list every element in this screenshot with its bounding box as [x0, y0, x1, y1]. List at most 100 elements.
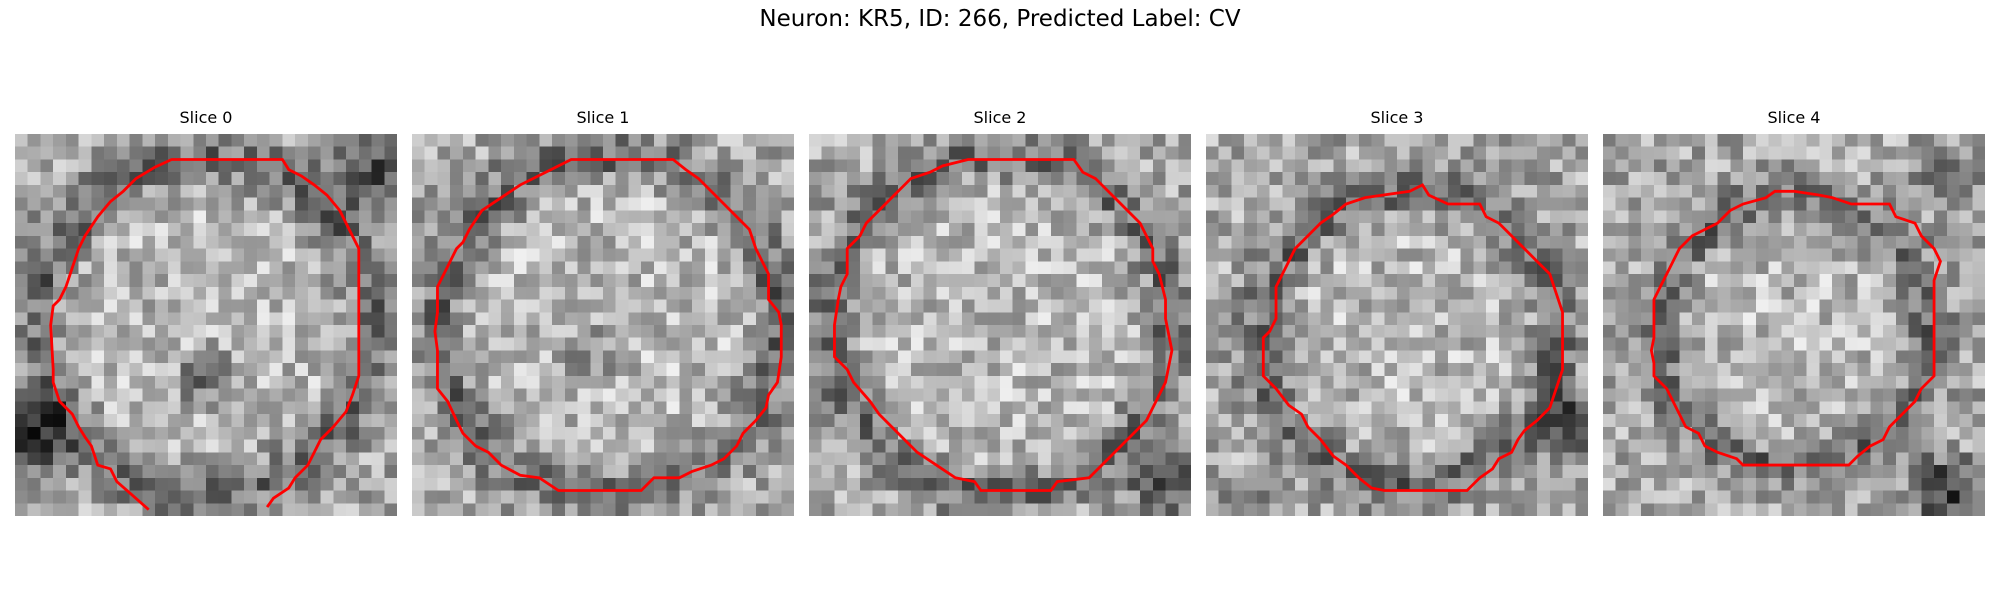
pixel: [1832, 439, 1846, 453]
pixel: [1333, 375, 1347, 389]
pixel: [564, 248, 578, 262]
pixel: [590, 503, 604, 516]
pixel: [1653, 426, 1667, 440]
pixel: [1870, 350, 1884, 364]
pixel: [1012, 172, 1026, 186]
pixel: [1524, 401, 1538, 415]
pixel: [615, 503, 629, 516]
pixel: [603, 401, 616, 415]
pixel: [1101, 388, 1115, 402]
pixel: [1628, 465, 1642, 479]
pixel: [1575, 401, 1588, 415]
pixel: [65, 312, 79, 326]
pixel: [384, 490, 397, 504]
pixel: [1537, 235, 1551, 249]
pixel: [1409, 414, 1423, 428]
pixel: [1679, 210, 1693, 224]
pixel: [333, 439, 347, 453]
pixel: [1101, 325, 1115, 338]
pixel: [91, 426, 105, 440]
pixel: [1101, 172, 1115, 186]
pixel: [1435, 274, 1449, 288]
pixel: [1256, 426, 1270, 440]
pixel: [167, 223, 181, 237]
pixel: [1870, 159, 1884, 173]
pixel: [1806, 401, 1820, 415]
pixel: [1959, 375, 1973, 389]
pixel: [450, 490, 464, 504]
pixel: [1460, 299, 1474, 313]
pixel: [847, 299, 861, 313]
pixel: [821, 312, 835, 326]
pixel: [1743, 490, 1757, 504]
pixel: [1819, 172, 1833, 186]
pixel: [1653, 388, 1667, 402]
pixel: [1140, 299, 1154, 313]
pixel: [167, 414, 181, 428]
pixel: [641, 286, 655, 300]
pixel: [1460, 337, 1474, 351]
pixel: [1603, 375, 1616, 389]
pixel: [1832, 274, 1846, 288]
pixel: [1333, 274, 1347, 288]
pixel: [513, 299, 527, 313]
pixel: [1615, 388, 1629, 402]
pixel: [1371, 235, 1385, 249]
pixel: [1575, 312, 1588, 326]
pixel: [1295, 286, 1309, 300]
pixel: [218, 184, 232, 198]
pixel: [1140, 159, 1154, 173]
pixel: [501, 503, 515, 516]
pixel: [1679, 350, 1693, 364]
pixel: [1178, 426, 1191, 440]
pixel: [1908, 261, 1922, 275]
pixel: [358, 337, 372, 351]
pixel: [1844, 490, 1858, 504]
pixel: [923, 388, 937, 402]
pixel: [1358, 465, 1372, 479]
pixel: [1511, 465, 1525, 479]
pixel: [307, 363, 321, 377]
pixel: [1295, 223, 1309, 237]
pixel: [949, 337, 963, 351]
pixel: [462, 172, 476, 186]
pixel: [1679, 439, 1693, 453]
pixel: [692, 261, 706, 275]
pixel: [358, 261, 372, 275]
pixel: [809, 286, 822, 300]
pixel: [513, 439, 527, 453]
pixel: [1717, 159, 1731, 173]
pixel: [552, 325, 566, 338]
pixel: [1806, 197, 1820, 211]
pixel: [1575, 465, 1588, 479]
pixel: [936, 363, 950, 377]
pixel: [155, 274, 169, 288]
pixel: [1244, 134, 1258, 147]
pixel: [142, 452, 156, 466]
pixel: [885, 350, 899, 364]
pixel: [679, 490, 693, 504]
pixel: [1603, 146, 1616, 160]
pixel: [1140, 184, 1154, 198]
pixel: [961, 223, 975, 237]
pixel: [1921, 477, 1935, 491]
pixel: [1615, 439, 1629, 453]
pixel: [1244, 172, 1258, 186]
pixel: [987, 146, 1001, 160]
pixel: [590, 274, 604, 288]
pixel: [450, 159, 464, 173]
pixel: [1000, 452, 1013, 466]
pixel: [666, 490, 680, 504]
pixel: [193, 235, 207, 249]
pixel: [256, 414, 270, 428]
pixel: [244, 414, 258, 428]
pixel: [27, 197, 41, 211]
pixel: [167, 312, 181, 326]
pixel: [1946, 414, 1960, 428]
pixel: [1641, 426, 1655, 440]
pixel: [40, 375, 54, 389]
pixel: [1857, 452, 1871, 466]
pixel: [1371, 312, 1385, 326]
pixel: [218, 490, 232, 504]
pixel: [53, 261, 67, 275]
